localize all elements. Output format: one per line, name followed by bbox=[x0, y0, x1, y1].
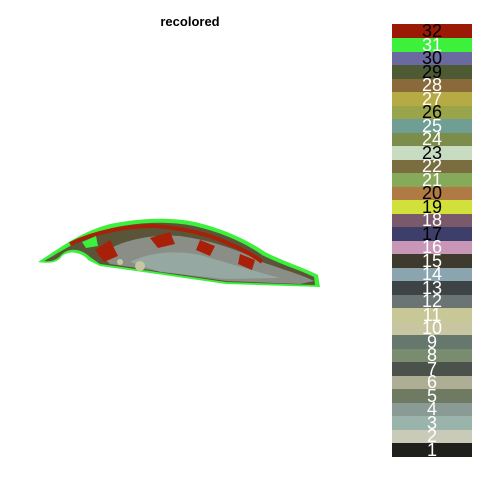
legend-label: 15 bbox=[421, 250, 443, 271]
legend-label: 8 bbox=[426, 345, 437, 365]
object-speckle bbox=[135, 261, 145, 271]
legend-label: 30 bbox=[421, 48, 443, 68]
legend-swatch bbox=[392, 64, 472, 79]
legend-swatch bbox=[392, 388, 472, 403]
object-red-patch bbox=[150, 232, 175, 248]
legend-label: 19 bbox=[421, 196, 443, 217]
legend-swatch bbox=[392, 240, 472, 254]
legend-swatch bbox=[392, 78, 472, 92]
legend-swatch bbox=[392, 132, 472, 146]
legend-label: 9 bbox=[426, 331, 437, 352]
legend-label: 32 bbox=[421, 21, 443, 41]
legend-label: 28 bbox=[421, 75, 443, 95]
legend-swatch bbox=[392, 321, 472, 335]
legend-swatch bbox=[392, 334, 472, 349]
legend-swatch bbox=[392, 91, 472, 106]
legend-swatch bbox=[392, 294, 472, 308]
legend-swatch bbox=[392, 105, 472, 119]
legend-label: 7 bbox=[426, 358, 437, 379]
legend-swatch bbox=[392, 186, 472, 200]
legend-label: 13 bbox=[421, 277, 443, 298]
legend-swatch bbox=[392, 280, 472, 295]
object-speckle bbox=[117, 259, 123, 265]
legend-label: 10 bbox=[421, 318, 443, 338]
legend-label: 31 bbox=[421, 34, 443, 55]
legend-swatch bbox=[392, 307, 472, 322]
legend-swatch bbox=[392, 226, 472, 241]
legend-swatch bbox=[392, 402, 472, 416]
object-red-patch bbox=[196, 240, 215, 256]
legend-label: 24 bbox=[421, 129, 443, 149]
legend-swatch bbox=[392, 172, 472, 187]
legend-swatch bbox=[392, 159, 472, 173]
legend-swatch bbox=[392, 429, 472, 443]
legend-swatch bbox=[392, 213, 472, 227]
object-green-highlight bbox=[82, 236, 98, 248]
legend-swatch bbox=[392, 361, 472, 376]
legend-label: 23 bbox=[421, 142, 443, 163]
color-legend: 1 2 3 4 5 6 7 8 9 10 11 12 13 14 15 16 17 18 19 20 21 22 23 24 2… bbox=[392, 21, 472, 460]
legend-swatch bbox=[392, 51, 472, 65]
legend-swatch bbox=[392, 24, 472, 38]
object-red-patch bbox=[95, 240, 118, 262]
legend-label: 25 bbox=[421, 115, 443, 136]
legend-swatch bbox=[392, 267, 472, 281]
legend-swatch bbox=[392, 375, 472, 389]
legend-label: 26 bbox=[421, 102, 443, 122]
legend-label: 14 bbox=[421, 264, 443, 284]
legend-swatch bbox=[392, 442, 472, 457]
object-pale-region bbox=[130, 252, 280, 279]
legend-label: 3 bbox=[426, 412, 437, 433]
recolored-image bbox=[38, 218, 320, 287]
legend-label: 6 bbox=[426, 372, 437, 392]
legend-label: 11 bbox=[422, 304, 442, 325]
legend-swatch bbox=[392, 199, 472, 214]
object-red-stripe bbox=[69, 223, 264, 264]
legend-label: 18 bbox=[421, 210, 443, 230]
plot-title: recolored bbox=[160, 14, 220, 29]
legend-swatch bbox=[392, 348, 472, 362]
legend-label: 22 bbox=[421, 156, 443, 176]
legend-swatch bbox=[392, 145, 472, 160]
legend-label: 17 bbox=[421, 223, 443, 244]
object-cutout bbox=[58, 253, 90, 268]
legend-label: 4 bbox=[426, 399, 437, 419]
legend-label: 2 bbox=[426, 426, 437, 446]
legend-swatch bbox=[392, 253, 472, 268]
legend-label: 20 bbox=[421, 183, 443, 203]
legend-label: 16 bbox=[421, 237, 443, 257]
legend-swatch bbox=[392, 118, 472, 133]
legend-label: 29 bbox=[421, 61, 443, 82]
legend-label: 27 bbox=[421, 88, 443, 109]
legend-label: 21 bbox=[421, 169, 443, 190]
legend-label: 12 bbox=[421, 291, 443, 311]
legend-label: 1 bbox=[426, 439, 437, 460]
legend-swatch bbox=[392, 415, 472, 430]
legend-label: 5 bbox=[426, 385, 437, 406]
legend-swatch bbox=[392, 37, 472, 52]
object-red-patch bbox=[238, 254, 255, 270]
